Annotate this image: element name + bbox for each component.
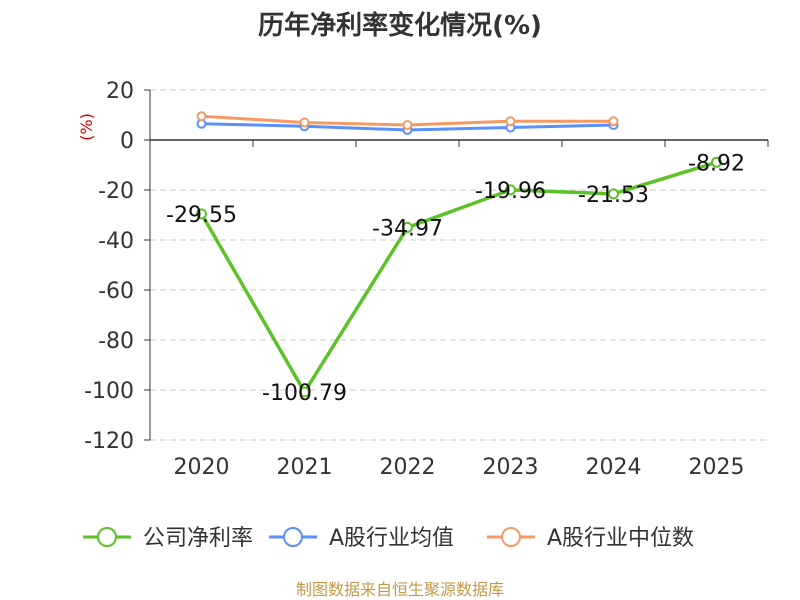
data-labels: -29.55 -100.79 -34.97 -19.96 -21.53 -8.92	[166, 151, 745, 406]
data-point[interactable]	[196, 111, 207, 122]
y-axis-unit-label: (%)	[77, 113, 96, 141]
data-point[interactable]	[608, 116, 619, 127]
legend[interactable]: 公司净利率 A股行业均值 A股行业中位数	[83, 526, 694, 551]
data-label: -8.92	[688, 151, 745, 176]
series-line	[199, 160, 718, 394]
data-point[interactable]	[402, 221, 413, 233]
source-note: 制图数据来自恒生聚源数据库	[296, 580, 504, 599]
series-lines	[196, 111, 722, 398]
legend-item[interactable]: A股行业中位数	[487, 526, 694, 551]
legend-item[interactable]: 公司净利率	[83, 526, 253, 551]
legend-swatch-marker	[501, 527, 521, 547]
y-tick-label: -100	[84, 379, 134, 404]
axes: 20 0 -20 -40 -60 -80 -100 -120 2020 2021 2022 2023 2…	[84, 79, 769, 480]
x-tick-label: 2023	[483, 455, 539, 480]
data-point[interactable]	[299, 117, 310, 128]
data-point[interactable]	[711, 156, 722, 168]
data-point[interactable]	[505, 184, 516, 196]
data-label: -100.79	[262, 381, 347, 406]
x-tick-label: 2025	[689, 455, 745, 480]
data-point[interactable]	[608, 188, 619, 200]
y-tick-label: -40	[98, 229, 134, 254]
chart-title: 历年净利率变化情况(%)	[258, 10, 542, 41]
x-tick-label: 2024	[586, 455, 642, 480]
grid-lines	[150, 89, 768, 441]
y-tick-label: -60	[98, 279, 134, 304]
data-point[interactable]	[196, 208, 207, 220]
legend-swatch-marker	[97, 527, 117, 547]
legend-swatch-marker	[283, 527, 303, 547]
x-tick-label: 2021	[277, 455, 333, 480]
legend-label: A股行业中位数	[547, 526, 694, 551]
y-tick-label: -20	[98, 179, 134, 204]
y-tick-label: -120	[84, 429, 134, 454]
y-tick-label: 0	[120, 129, 134, 154]
data-label: -34.97	[372, 216, 443, 241]
x-tick-label: 2020	[174, 455, 230, 480]
x-tick-label: 2022	[380, 455, 436, 480]
legend-label: 公司净利率	[143, 526, 253, 551]
data-label: -21.53	[578, 183, 649, 208]
data-label: -19.96	[475, 179, 546, 204]
data-point[interactable]	[402, 120, 413, 130]
y-tick-label: 20	[106, 79, 134, 104]
data-point[interactable]	[505, 116, 516, 127]
legend-item[interactable]: A股行业均值	[269, 526, 454, 551]
data-point[interactable]	[299, 386, 310, 398]
y-tick-label: -80	[98, 329, 134, 354]
legend-label: A股行业均值	[329, 526, 454, 551]
data-label: -29.55	[166, 203, 237, 228]
